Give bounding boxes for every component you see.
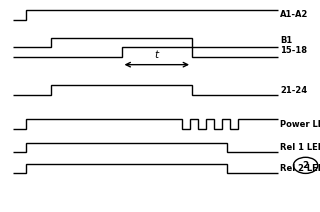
Text: Rel 1 LED: Rel 1 LED: [280, 143, 320, 152]
Text: Rel 2 LED: Rel 2 LED: [280, 164, 320, 173]
Text: A1-A2: A1-A2: [280, 10, 308, 19]
Text: t: t: [155, 50, 159, 60]
Text: 2: 2: [302, 161, 309, 170]
Text: 15-18: 15-18: [280, 46, 307, 55]
Text: 21-24: 21-24: [280, 86, 307, 95]
Text: Power LED: Power LED: [280, 120, 320, 128]
Text: B1: B1: [280, 36, 292, 45]
